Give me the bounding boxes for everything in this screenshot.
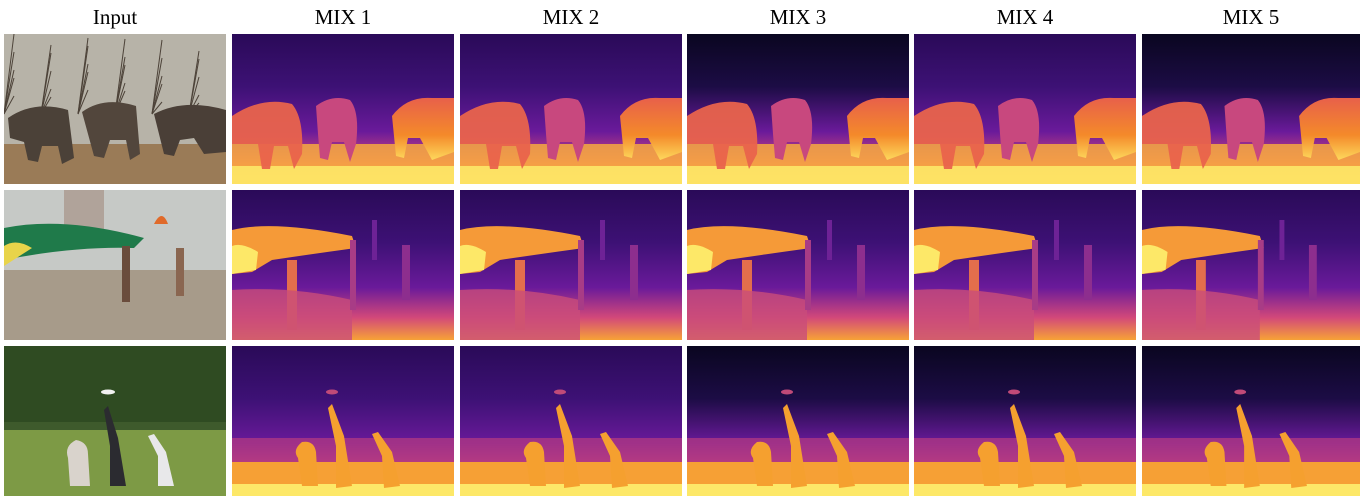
depth-map-frisbee-mix-2 — [460, 346, 682, 496]
depth-map-frisbee-mix-5 — [1142, 346, 1360, 496]
depth-map-elephants-mix-1 — [232, 34, 454, 184]
column-header-1: MIX 1 — [314, 5, 372, 29]
depth-map-beach-mix-1 — [232, 190, 454, 340]
input-image-frisbee — [4, 346, 226, 496]
depth-map-frisbee-mix-1 — [232, 346, 454, 496]
input-image-beach — [4, 190, 226, 340]
depth-map-elephants-mix-5 — [1142, 34, 1360, 184]
column-header-3: MIX 3 — [769, 5, 827, 29]
column-header-0: Input — [92, 5, 138, 29]
depth-map-beach-mix-5 — [1142, 190, 1360, 340]
column-header-2: MIX 2 — [542, 5, 600, 29]
depth-map-beach-mix-3 — [687, 190, 909, 340]
depth-map-elephants-mix-3 — [687, 34, 909, 184]
input-image-elephants — [4, 34, 226, 184]
depth-map-elephants-mix-2 — [460, 34, 682, 184]
column-header-4: MIX 4 — [996, 5, 1054, 29]
column-header-5: MIX 5 — [1222, 5, 1280, 29]
depth-map-frisbee-mix-4 — [914, 346, 1136, 496]
depth-map-frisbee-mix-3 — [687, 346, 909, 496]
depth-map-beach-mix-4 — [914, 190, 1136, 340]
depth-map-elephants-mix-4 — [914, 34, 1136, 184]
depth-map-beach-mix-2 — [460, 190, 682, 340]
